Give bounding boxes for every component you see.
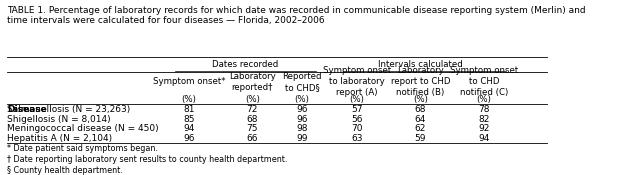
Text: (%): (%) [476, 95, 491, 104]
Text: Disease: Disease [7, 105, 47, 114]
Text: 62: 62 [415, 124, 426, 133]
Text: (%): (%) [294, 95, 310, 104]
Text: (%): (%) [245, 95, 260, 104]
Text: 99: 99 [296, 134, 308, 143]
Text: 56: 56 [351, 115, 363, 124]
Text: 64: 64 [415, 115, 426, 124]
Text: 82: 82 [478, 115, 490, 124]
Text: § County health department.: § County health department. [7, 166, 122, 175]
Text: TABLE 1. Percentage of laboratory records for which date was recorded in communi: TABLE 1. Percentage of laboratory record… [7, 6, 585, 25]
Text: 72: 72 [247, 105, 258, 114]
Text: (%): (%) [349, 95, 365, 104]
Text: 96: 96 [296, 115, 308, 124]
Text: Reported
to CHD§: Reported to CHD§ [282, 72, 322, 92]
Text: Laboratory
report to CHD
notified (B): Laboratory report to CHD notified (B) [391, 66, 450, 97]
Text: (%): (%) [413, 95, 428, 104]
Text: 57: 57 [351, 105, 363, 114]
Text: 63: 63 [351, 134, 363, 143]
Text: 85: 85 [183, 115, 195, 124]
Text: 94: 94 [183, 124, 195, 133]
Text: † Date reporting laboratory sent results to county health department.: † Date reporting laboratory sent results… [7, 155, 287, 164]
Text: 66: 66 [247, 134, 258, 143]
Text: 94: 94 [478, 134, 490, 143]
Text: 98: 98 [296, 124, 308, 133]
Text: (%): (%) [181, 95, 196, 104]
Text: Symptom onset*: Symptom onset* [153, 77, 225, 86]
Text: 68: 68 [247, 115, 258, 124]
Text: 96: 96 [296, 105, 308, 114]
Text: 78: 78 [478, 105, 490, 114]
Text: Dates recorded: Dates recorded [212, 60, 278, 69]
Text: Meningococcal disease (N = 450): Meningococcal disease (N = 450) [7, 124, 158, 133]
Text: 96: 96 [183, 134, 195, 143]
Text: Salmonellosis (N = 23,263): Salmonellosis (N = 23,263) [7, 105, 130, 114]
Text: Intervals calculated: Intervals calculated [378, 60, 463, 69]
Text: Shigellosis (N = 8,014): Shigellosis (N = 8,014) [7, 115, 110, 124]
Text: Laboratory
reported†: Laboratory reported† [229, 72, 276, 92]
Text: 59: 59 [415, 134, 426, 143]
Text: 68: 68 [415, 105, 426, 114]
Text: * Date patient said symptoms began.: * Date patient said symptoms began. [7, 144, 158, 153]
Text: Symptom onset
to laboratory
report (A): Symptom onset to laboratory report (A) [323, 66, 391, 97]
Text: 92: 92 [478, 124, 490, 133]
Text: Hepatitis A (N = 2,104): Hepatitis A (N = 2,104) [7, 134, 112, 143]
Text: 70: 70 [351, 124, 363, 133]
Text: Symptom onset
to CHD
notified (C): Symptom onset to CHD notified (C) [450, 66, 518, 97]
Text: 81: 81 [183, 105, 195, 114]
Text: 75: 75 [247, 124, 258, 133]
